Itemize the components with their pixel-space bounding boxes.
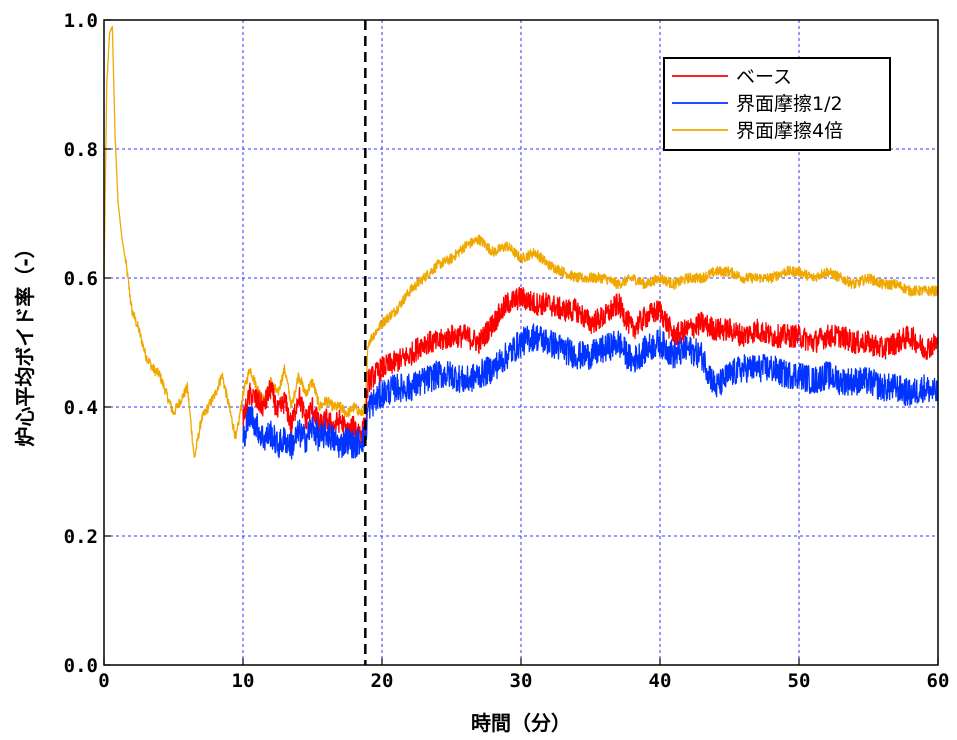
axis-ticks: 0 10 20 30 40 50 60 0.0 0.2 0.4 0.6 0.8 1.0: [64, 10, 950, 692]
legend-box: [663, 57, 891, 151]
legend-label-0: ベース: [736, 66, 792, 88]
y-tick-label: 0.2: [64, 526, 98, 548]
y-tick-label: 1.0: [64, 10, 98, 32]
x-tick-label: 0: [98, 670, 109, 692]
grid: [104, 20, 938, 665]
y-tick-label: 0.0: [64, 655, 98, 677]
y-tick-label: 0.8: [64, 139, 98, 161]
series-lines: [103, 25, 939, 460]
series-line-1: [242, 323, 939, 460]
x-tick-label: 10: [232, 670, 255, 692]
x-axis-title: 時間（分）: [471, 711, 571, 735]
x-tick-label: 60: [927, 670, 950, 692]
legend-label-2: 界面摩擦4倍: [736, 120, 843, 142]
x-tick-label: 20: [371, 670, 394, 692]
x-tick-label: 40: [649, 670, 672, 692]
y-tick-label: 0.4: [64, 397, 98, 419]
x-tick-label: 50: [788, 670, 811, 692]
legend-label-1: 界面摩擦1/2: [736, 93, 843, 115]
series-line-2: [103, 25, 939, 458]
y-axis-title: 炉心平均ボイド率（-）: [13, 238, 37, 446]
x-tick-label: 30: [510, 670, 533, 692]
y-tick-label: 0.6: [64, 268, 98, 290]
